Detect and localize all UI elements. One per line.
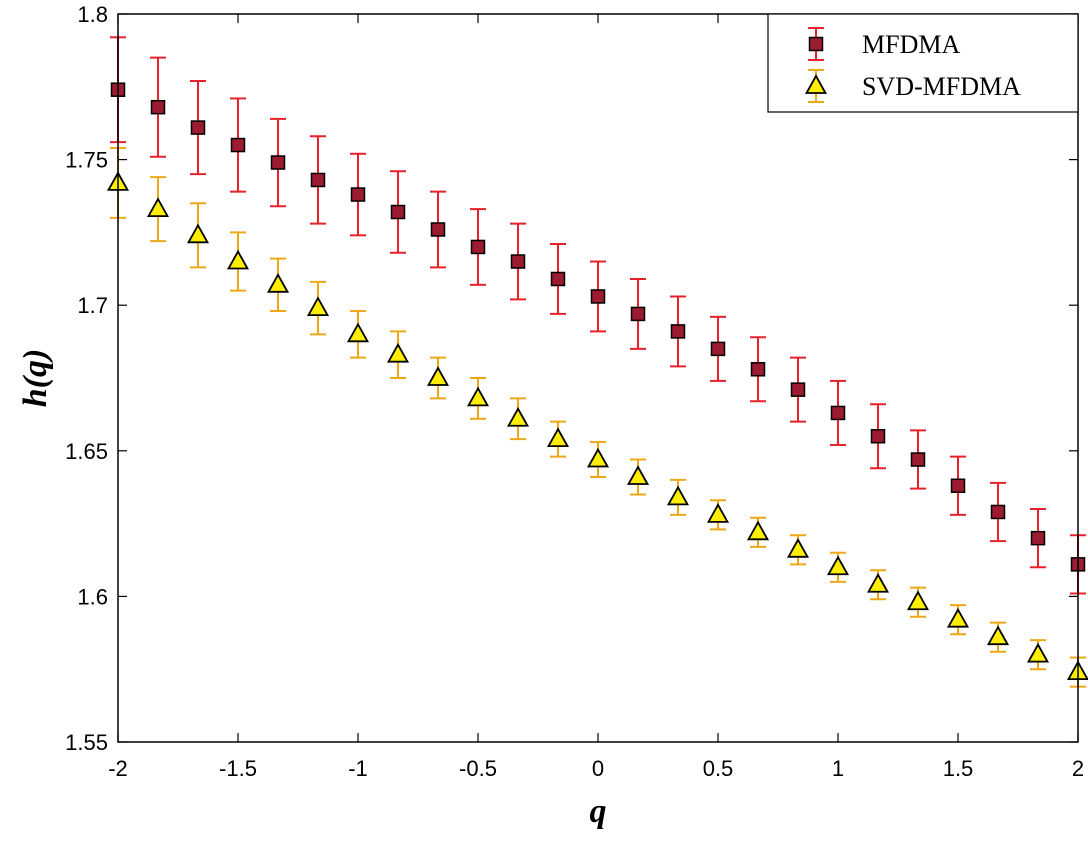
y-tick-label: 1.75 [65,148,108,173]
data-point [630,306,646,322]
data-point [746,520,770,541]
data-point [466,386,490,407]
data-point [430,222,446,237]
series-2 [106,146,1088,688]
data-point [666,485,690,506]
data-point [750,362,766,377]
data-point [946,607,970,628]
data-point [546,427,570,448]
data-point [786,537,810,558]
data-point [670,324,686,339]
data-point [510,254,526,269]
legend-label: SVD-MFDMA [862,72,1021,101]
data-point [190,120,206,135]
data-point [146,197,170,218]
axes-layer: -2 -1.5 -1 -0.5 0 0.5 1 1.5 2 1.55 1.6 1.65 1.7 1.75 1… [65,2,1084,781]
data-point [346,322,370,343]
x-tick-label: 2 [1072,756,1084,781]
x-tick-label: 0.5 [703,756,734,781]
data-point [950,478,966,493]
data-point [350,187,366,202]
plot-background [118,14,1078,742]
data-point [270,155,286,170]
data-point [870,428,886,444]
data-point [390,204,406,220]
data-point [626,465,650,485]
y-tick-label: 1.8 [77,2,108,27]
data-point [386,342,410,363]
y-tick-label: 1.7 [77,293,108,318]
data-point [426,366,450,386]
x-tick-label: -1.5 [219,756,257,781]
data-point [1026,642,1050,663]
data-point [310,172,326,188]
data-point [906,590,930,611]
legend-marker [808,36,824,52]
x-tick-label: -0.5 [459,756,497,781]
data-point [590,289,606,304]
data-point [990,504,1006,520]
y-axis-title: h(q) [17,349,54,408]
data-point [710,341,726,357]
data-point [790,382,806,397]
legend: MFDMA SVD-MFDMA [767,13,1079,113]
x-tick-label: 1 [832,756,844,781]
legend-entry: MFDMA [808,27,960,61]
y-tick-label: 1.55 [65,730,108,755]
data-point [150,99,166,115]
data-point [830,405,846,421]
data-point [866,572,890,593]
data-point [826,555,850,576]
data-point [230,137,246,153]
data-point [706,503,730,523]
data-point [470,239,486,255]
x-tick-label: 0 [592,756,604,781]
data-point [266,272,290,293]
data-point [586,447,610,468]
y-tick-label: 1.6 [77,584,108,609]
data-point [986,625,1010,646]
legend-marker [804,74,828,94]
series-layer [106,36,1088,688]
x-axis-title: q [590,793,607,830]
y-tick-label: 1.65 [65,439,108,464]
data-point [910,452,926,467]
legend-label: MFDMA [862,30,960,59]
data-point [506,406,530,427]
data-point [1030,530,1046,546]
data-point [550,271,566,287]
plot-area [118,14,1078,742]
series-1 [110,36,1086,595]
data-point [306,296,330,317]
data-point [186,223,210,244]
legend-entry: SVD-MFDMA [804,69,1021,103]
x-tick-label: -2 [108,756,128,781]
x-tick-label: 1.5 [943,756,974,781]
data-point [226,249,250,270]
legend-box [767,13,1079,113]
x-tick-label: -1 [348,756,368,781]
